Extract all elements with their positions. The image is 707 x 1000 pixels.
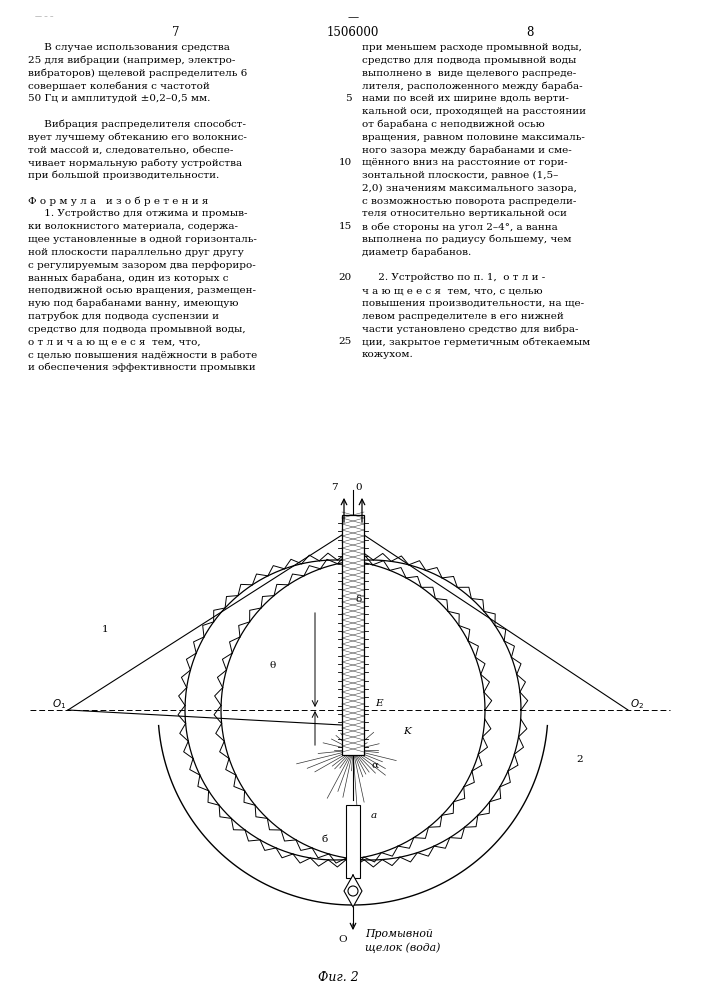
Text: ч а ю щ е е с я  тем, что, с целью: ч а ю щ е е с я тем, что, с целью <box>362 286 543 295</box>
Text: вует лучшему обтеканию его волокнис-: вует лучшему обтеканию его волокнис- <box>28 133 247 142</box>
Text: с возможностью поворота распредели-: с возможностью поворота распредели- <box>362 197 576 206</box>
Text: чивает нормальную работу устройства: чивает нормальную работу устройства <box>28 158 242 168</box>
Text: 1: 1 <box>102 626 108 635</box>
Text: 8: 8 <box>526 26 534 39</box>
Text: $O_1$: $O_1$ <box>52 697 66 711</box>
Text: $O_2$: $O_2$ <box>630 697 644 711</box>
Text: вибраторов) щелевой распределитель 6: вибраторов) щелевой распределитель 6 <box>28 69 247 78</box>
Text: лителя, расположенного между бараба-: лителя, расположенного между бараба- <box>362 81 583 91</box>
Text: 50 Гц и амплитудой ±0,2–0,5 мм.: 50 Гц и амплитудой ±0,2–0,5 мм. <box>28 94 211 103</box>
Text: ции, закрытое герметичным обтекаемым: ции, закрытое герметичным обтекаемым <box>362 337 590 347</box>
Text: с целью повышения надёжности в работе: с целью повышения надёжности в работе <box>28 350 257 360</box>
Text: при большой производительности.: при большой производительности. <box>28 171 219 180</box>
Text: средство для подвода промывной воды,: средство для подвода промывной воды, <box>28 325 245 334</box>
Text: выполнена по радиусу большему, чем: выполнена по радиусу большему, чем <box>362 235 571 244</box>
Text: ванных барабана, один из которых с: ванных барабана, один из которых с <box>28 273 228 283</box>
Text: K: K <box>403 728 411 736</box>
Text: —: — <box>347 12 358 22</box>
Text: ную под барабанами ванну, имеющую: ную под барабанами ванну, имеющую <box>28 299 238 308</box>
Text: щее установленные в одной горизонталь-: щее установленные в одной горизонталь- <box>28 235 257 244</box>
Text: б: б <box>322 836 328 844</box>
Text: θ: θ <box>270 660 276 670</box>
Text: 25: 25 <box>339 337 352 346</box>
Text: Вибрация распределителя способст-: Вибрация распределителя способст- <box>28 120 246 129</box>
Text: от барабана с неподвижной осью: от барабана с неподвижной осью <box>362 120 545 129</box>
Text: ного зазора между барабанами и сме-: ного зазора между барабанами и сме- <box>362 145 572 155</box>
Text: Фиг. 2: Фиг. 2 <box>317 971 358 984</box>
Text: В случае использования средства: В случае использования средства <box>28 43 230 52</box>
Text: E: E <box>375 700 382 708</box>
Text: неподвижной осью вращения, размещен-: неподвижной осью вращения, размещен- <box>28 286 256 295</box>
Text: о т л и ч а ю щ е е с я  тем, что,: о т л и ч а ю щ е е с я тем, что, <box>28 337 201 346</box>
Text: — – –: — – – <box>35 12 54 20</box>
Text: с регулируемым зазором два перфориро-: с регулируемым зазором два перфориро- <box>28 261 256 270</box>
Text: той массой и, следовательно, обеспе-: той массой и, следовательно, обеспе- <box>28 145 233 154</box>
Text: 10: 10 <box>339 158 352 167</box>
Text: совершает колебания с частотой: совершает колебания с частотой <box>28 81 210 91</box>
Text: a: a <box>371 810 377 820</box>
Text: диаметр барабанов.: диаметр барабанов. <box>362 248 472 257</box>
Text: 2. Устройство по п. 1,  о т л и -: 2. Устройство по п. 1, о т л и - <box>362 273 545 282</box>
Text: средство для подвода промывной воды: средство для подвода промывной воды <box>362 56 576 65</box>
Text: части установлено средство для вибра-: части установлено средство для вибра- <box>362 325 578 334</box>
Text: при меньшем расходе промывной воды,: при меньшем расходе промывной воды, <box>362 43 582 52</box>
Bar <box>346 805 360 878</box>
Text: вращения, равном половине максималь-: вращения, равном половине максималь- <box>362 133 585 142</box>
Polygon shape <box>344 875 362 907</box>
Text: патрубок для подвода суспензии и: патрубок для подвода суспензии и <box>28 312 219 321</box>
Text: теля относительно вертикальной оси: теля относительно вертикальной оси <box>362 209 567 218</box>
Text: 5: 5 <box>346 94 352 103</box>
Text: в обе стороны на угол 2–4°, а ванна: в обе стороны на угол 2–4°, а ванна <box>362 222 558 232</box>
Text: Ф о р м у л а   и з о б р е т е н и я: Ф о р м у л а и з о б р е т е н и я <box>28 197 209 206</box>
Text: ной плоскости параллельно друг другу: ной плоскости параллельно друг другу <box>28 248 244 257</box>
Text: O: O <box>339 935 347 944</box>
Text: 7: 7 <box>331 483 337 492</box>
Text: кожухом.: кожухом. <box>362 350 414 359</box>
Text: α: α <box>371 760 378 770</box>
Text: ки волокнистого материала, содержа-: ки волокнистого материала, содержа- <box>28 222 238 231</box>
Circle shape <box>348 886 358 896</box>
Text: щелок (вода): щелок (вода) <box>365 942 440 953</box>
Text: и обеспечения эффективности промывки: и обеспечения эффективности промывки <box>28 363 256 372</box>
Text: 7: 7 <box>173 26 180 39</box>
Text: зонтальной плоскости, равное (1,5–: зонтальной плоскости, равное (1,5– <box>362 171 559 180</box>
Text: 1506000: 1506000 <box>327 26 379 39</box>
Text: Промывной: Промывной <box>365 929 433 939</box>
Text: левом распределителе в его нижней: левом распределителе в его нижней <box>362 312 563 321</box>
Text: 2: 2 <box>577 756 583 764</box>
Text: щённого вниз на расстояние от гори-: щённого вниз на расстояние от гори- <box>362 158 568 167</box>
Text: 20: 20 <box>339 273 352 282</box>
Text: кальной оси, проходящей на расстоянии: кальной оси, проходящей на расстоянии <box>362 107 586 116</box>
Text: 15: 15 <box>339 222 352 231</box>
Text: 0: 0 <box>356 483 362 492</box>
Bar <box>342 515 364 755</box>
Text: нами по всей их ширине вдоль верти-: нами по всей их ширине вдоль верти- <box>362 94 569 103</box>
Text: выполнено в  виде щелевого распреде-: выполнено в виде щелевого распреде- <box>362 69 576 78</box>
Text: 2,0) значениям максимального зазора,: 2,0) значениям максимального зазора, <box>362 184 577 193</box>
Text: δ: δ <box>356 595 362 604</box>
Text: 25 для вибрации (например, электро-: 25 для вибрации (например, электро- <box>28 56 235 65</box>
Text: повышения производительности, на ще-: повышения производительности, на ще- <box>362 299 584 308</box>
Text: 1. Устройство для отжима и промыв-: 1. Устройство для отжима и промыв- <box>28 209 247 218</box>
